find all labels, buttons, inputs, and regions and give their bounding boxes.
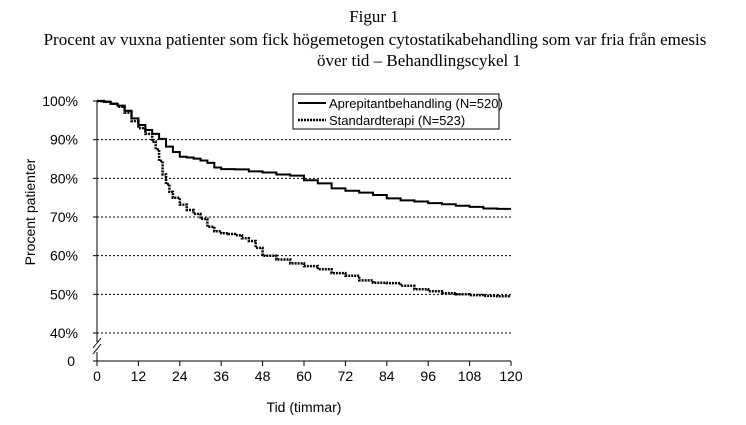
y-tick-label-60: 60% [50,248,78,264]
y-tick-label-80: 80% [50,170,78,186]
y-tick-label-100: 100% [42,93,78,109]
legend-label-standard: Standardterapi (N=523) [329,113,465,128]
y-tick-label-70: 70% [50,209,78,225]
x-tick-label-12: 12 [131,368,147,384]
x-tick-label-48: 48 [255,368,271,384]
x-tick-label-24: 24 [172,368,188,384]
y-tick-label-90: 90% [50,132,78,148]
x-tick-label-108: 108 [458,368,482,384]
x-tick-label-36: 36 [213,368,229,384]
figure-title-sub: över tid – Behandlingscykel 1 [317,51,521,70]
series-line-aprepitant [97,100,511,210]
y-axis-break-mark [92,337,102,355]
x-tick-label-96: 96 [420,368,436,384]
x-tick-label-0: 0 [93,368,101,384]
grid-lines [97,139,511,334]
y-tick-label-40: 40% [50,325,78,341]
y-tick-label-zero: 0 [67,353,75,369]
legend: Aprepitantbehandling (N=520) Standardter… [292,93,503,130]
series-lines [97,99,511,298]
legend-label-aprepitant: Aprepitantbehandling (N=520) [329,96,503,111]
figure-title-main: Procent av vuxna patienter som fick höge… [43,30,707,49]
y-tick-label-50: 50% [50,286,78,302]
series-line-standard [97,99,511,298]
x-tick-label-60: 60 [296,368,312,384]
figure-title-number: Figur 1 [349,7,399,26]
x-tick-label-72: 72 [338,368,354,384]
x-tick-label-120: 120 [499,368,523,384]
y-axis-label: Procent patienter [22,158,38,265]
tick-labels: 100% 90% 80% 70% 60% 50% 40% 0 0 12 24 36 48 60 72 84 96… [42,93,523,384]
x-axis-label: Tid (timmar) [267,399,342,415]
x-tick-label-84: 84 [379,368,395,384]
chart-axes [92,100,512,366]
legend-box [292,93,500,130]
